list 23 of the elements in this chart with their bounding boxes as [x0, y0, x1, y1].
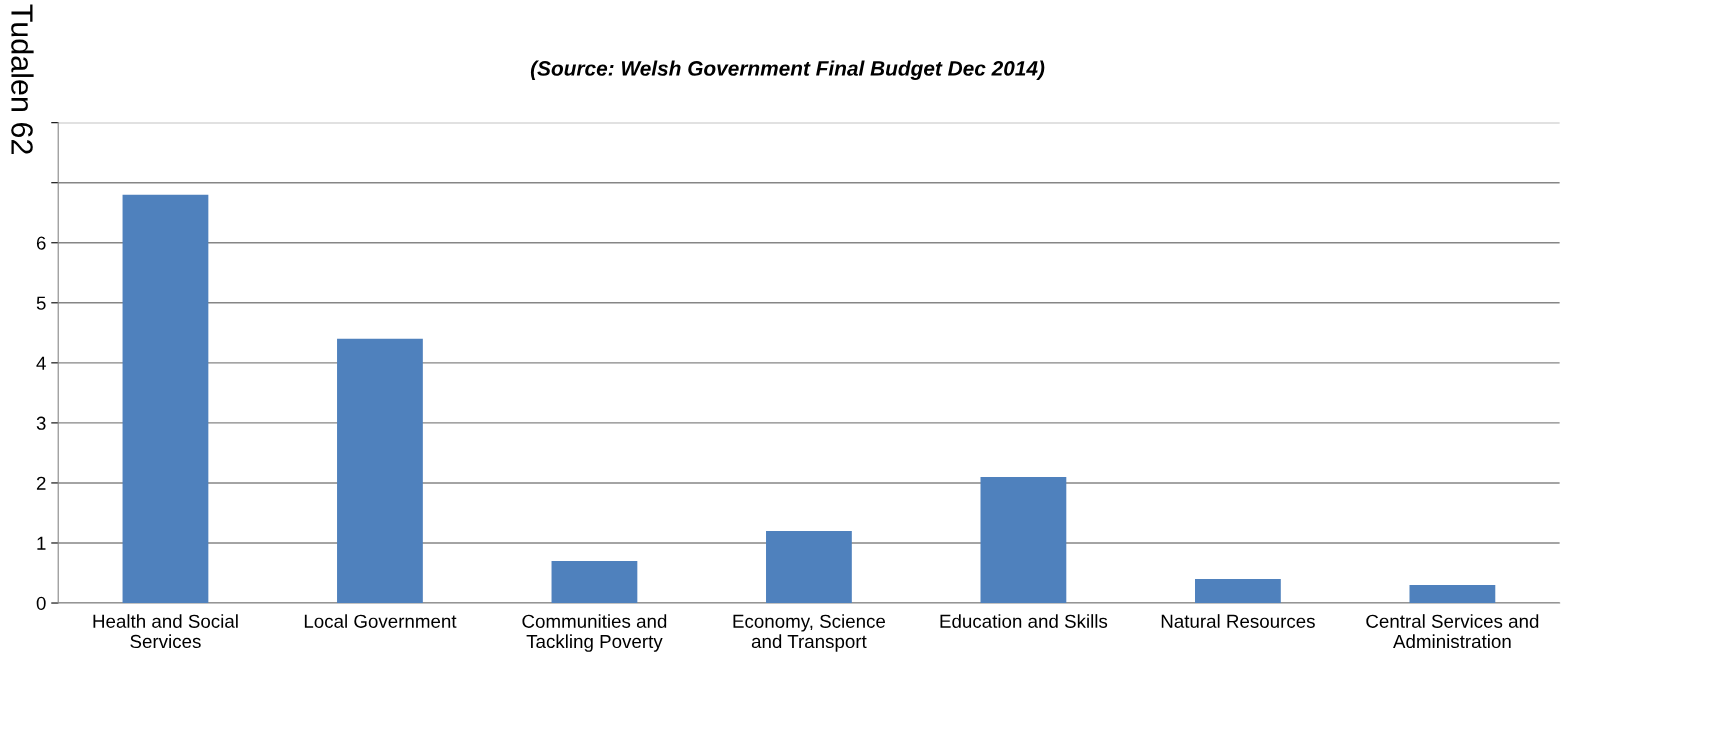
- bar: [337, 338, 423, 604]
- bar: [122, 194, 209, 604]
- bar: [1409, 585, 1496, 604]
- bar: [766, 530, 852, 604]
- x-tick-label: Health and Social Services: [93, 614, 238, 649]
- y-tick-label: 4: [36, 356, 46, 370]
- y-tick-label: 0: [36, 596, 46, 610]
- chart-title: (Source: Welsh Government Final Budget Dec 2014): [530, 60, 1045, 80]
- x-tick-label: Local Government: [304, 614, 457, 628]
- x-tick-label: Communities and Tackling Poverty: [522, 614, 667, 652]
- y-tick-label: 5: [36, 296, 46, 310]
- y-tick-label: 2: [36, 476, 46, 490]
- bar: [1195, 579, 1281, 604]
- y-tick-label: 1: [37, 536, 46, 550]
- x-tick-label: Education and Skills: [940, 614, 1108, 628]
- y-tick-label: 6: [36, 236, 46, 250]
- bar: [980, 476, 1067, 604]
- y-tick-label: 3: [36, 416, 46, 430]
- bar: [551, 560, 638, 604]
- x-tick-label: Economy, Science and Transport: [733, 614, 886, 652]
- x-tick-label: Natural Resources: [1161, 614, 1315, 628]
- text: Tudalen 62: [11, 4, 34, 154]
- x-tick-label: Central Services and Administration: [1366, 614, 1539, 649]
